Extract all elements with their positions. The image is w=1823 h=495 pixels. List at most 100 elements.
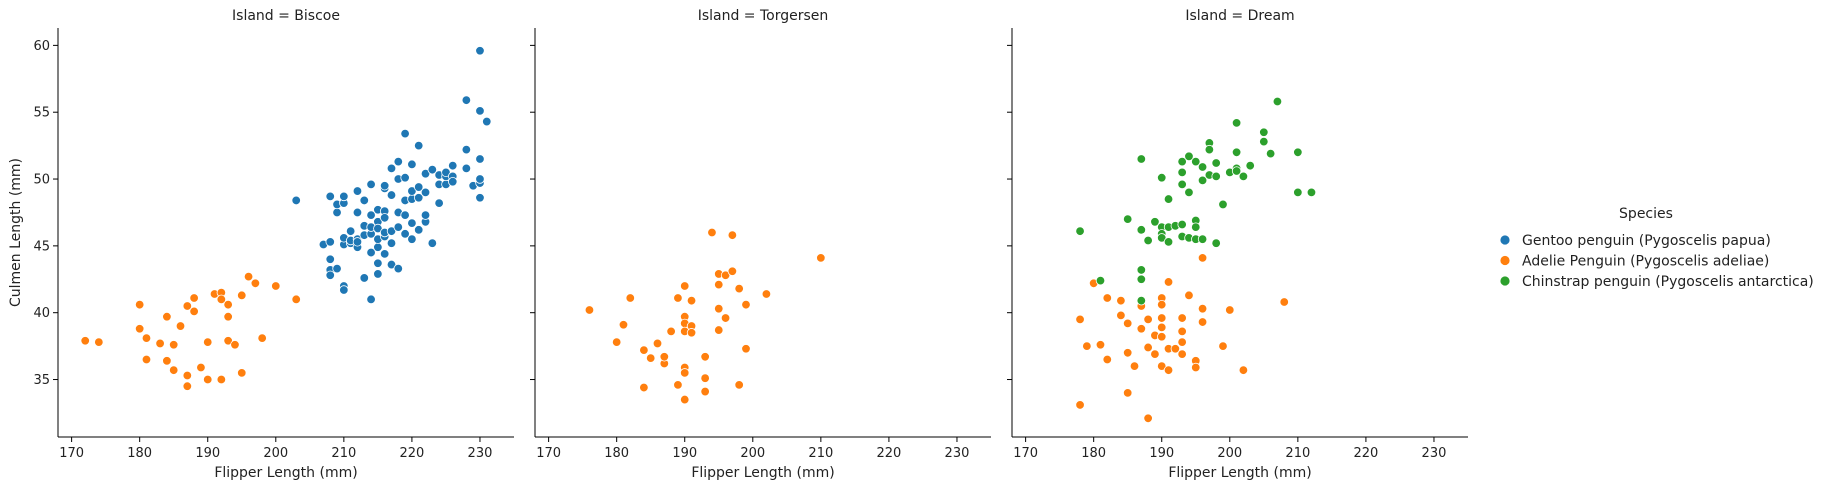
data-point	[223, 312, 233, 322]
data-point	[407, 159, 417, 170]
data-point	[659, 352, 670, 362]
facet-title: Island = Torgersen	[698, 8, 829, 24]
data-point	[1136, 295, 1147, 306]
data-point	[448, 177, 458, 187]
data-point	[291, 294, 301, 305]
data-point	[1177, 326, 1187, 337]
data-point	[666, 326, 676, 337]
series-chinstrap	[1075, 96, 1317, 306]
data-point	[680, 281, 690, 291]
data-point	[816, 253, 826, 263]
legend-marker	[1499, 234, 1511, 246]
data-point	[700, 352, 710, 362]
data-point	[714, 303, 724, 314]
data-point	[237, 290, 247, 301]
data-point	[1231, 166, 1242, 176]
data-point	[680, 394, 690, 405]
facet-panel-2: Island = Torgersen 170 180 190 200 210 220 230 F…	[530, 8, 991, 481]
data-point	[1170, 344, 1181, 354]
data-point	[741, 344, 751, 354]
data-point	[80, 336, 90, 346]
data-point	[257, 333, 267, 343]
y-tick-label: 60	[33, 39, 50, 54]
data-point	[1204, 144, 1215, 155]
series-adelie	[80, 271, 301, 391]
data-point	[243, 271, 254, 282]
data-point	[1123, 214, 1133, 224]
data-point	[1293, 187, 1303, 198]
data-point	[250, 278, 261, 288]
data-point	[646, 353, 656, 363]
x-tick-label: 210	[1285, 446, 1310, 461]
data-point	[1116, 295, 1126, 306]
data-point	[714, 325, 724, 335]
data-point	[1197, 234, 1208, 244]
data-point	[1191, 156, 1201, 167]
x-axis-label: Flipper Length (mm)	[214, 465, 357, 481]
legend-label: Chinstrap penguin (Pygoscelis antarctica…	[1522, 274, 1814, 290]
legend-marker	[1499, 275, 1511, 287]
data-point	[1163, 365, 1174, 375]
data-point	[1218, 199, 1228, 210]
x-tick-label: 200	[740, 446, 765, 461]
data-point	[162, 312, 172, 322]
data-point	[639, 382, 649, 393]
data-point	[1075, 400, 1085, 410]
data-point	[1259, 127, 1269, 137]
data-point	[325, 237, 335, 247]
data-point	[673, 293, 683, 303]
data-point	[1157, 322, 1167, 333]
data-point	[1272, 96, 1283, 107]
data-point	[1184, 290, 1194, 301]
data-point	[407, 186, 417, 196]
data-point	[1197, 303, 1208, 314]
x-tick-label: 230	[468, 446, 493, 461]
data-point	[134, 324, 145, 334]
data-point	[1191, 362, 1201, 373]
data-point	[223, 299, 233, 310]
data-point	[379, 249, 390, 259]
y-tick-label: 35	[33, 373, 50, 388]
data-point	[700, 386, 710, 397]
data-point	[339, 285, 349, 295]
data-point	[94, 337, 104, 347]
data-point	[420, 210, 431, 220]
data-point	[1157, 172, 1167, 183]
data-point	[400, 128, 410, 139]
x-tick-label: 210	[331, 446, 356, 461]
data-point	[1143, 235, 1153, 246]
x-tick-label: 200	[263, 446, 288, 461]
data-point	[345, 226, 356, 236]
data-point	[1129, 361, 1140, 371]
data-point	[169, 365, 179, 375]
data-point	[203, 374, 213, 385]
data-point	[182, 301, 193, 311]
data-point	[189, 306, 199, 317]
data-point	[400, 172, 410, 183]
legend-label: Gentoo penguin (Pygoscelis papua)	[1522, 233, 1771, 249]
legend-label: Adelie Penguin (Pygoscelis adeliae)	[1522, 254, 1769, 270]
data-point	[1157, 299, 1167, 310]
facet-title: Island = Biscoe	[232, 8, 340, 24]
data-point	[734, 283, 744, 294]
data-point	[1095, 340, 1106, 350]
data-point	[1279, 297, 1289, 307]
data-point	[1191, 222, 1201, 232]
data-point	[407, 234, 417, 244]
data-point	[359, 273, 369, 283]
data-point	[1177, 337, 1187, 347]
series-adelie	[1075, 253, 1289, 423]
data-point	[720, 313, 731, 323]
data-point	[1177, 219, 1187, 230]
data-point	[1245, 160, 1255, 171]
series-adelie	[584, 227, 826, 405]
x-tick-label: 180	[127, 446, 152, 461]
data-point	[182, 381, 193, 391]
data-point	[1136, 225, 1147, 235]
data-point	[182, 370, 193, 381]
data-point	[448, 160, 458, 171]
data-point	[414, 140, 424, 151]
data-point	[611, 337, 622, 347]
data-point	[1184, 187, 1194, 198]
